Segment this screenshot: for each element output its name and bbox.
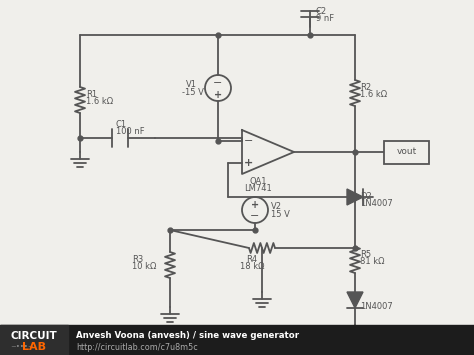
Text: vout: vout [397,147,417,157]
Text: 15 V: 15 V [271,210,290,219]
Polygon shape [347,292,363,308]
Text: D2: D2 [360,192,372,201]
Text: +: + [245,158,254,168]
Text: 1N4007: 1N4007 [360,302,393,311]
Text: C2: C2 [316,7,327,16]
Text: 100 nF: 100 nF [116,127,145,136]
Text: V2: V2 [271,202,282,211]
Text: −: − [213,78,223,88]
Text: LAB: LAB [22,342,46,352]
Text: 1N4007: 1N4007 [360,199,393,208]
Text: V1: V1 [186,80,197,89]
Text: −: − [244,136,254,146]
Text: 9 nF: 9 nF [316,14,334,23]
Text: CIRCUIT: CIRCUIT [10,331,57,341]
Text: 1.6 kΩ: 1.6 kΩ [86,97,113,106]
Text: -15 V: -15 V [182,88,204,97]
Text: +: + [214,89,222,99]
Text: 1.6 kΩ: 1.6 kΩ [360,90,387,99]
Text: 81 kΩ: 81 kΩ [360,257,384,266]
FancyBboxPatch shape [384,141,429,164]
Text: 10 kΩ: 10 kΩ [132,262,156,271]
Text: R3: R3 [132,255,143,264]
Text: OA1: OA1 [249,177,267,186]
Text: −: − [250,212,260,222]
Text: 18 kΩ: 18 kΩ [240,262,264,271]
Text: R1: R1 [86,90,97,99]
Text: R5: R5 [360,250,371,259]
Text: R2: R2 [360,83,371,92]
Text: R4: R4 [246,255,257,264]
Polygon shape [347,189,363,205]
Bar [0,325,474,355]
Text: Anvesh Voona (anvesh) / sine wave generator: Anvesh Voona (anvesh) / sine wave genera… [76,332,299,340]
Text: http://circuitlab.com/c7u8m5c: http://circuitlab.com/c7u8m5c [76,343,198,351]
Text: ~•••~: ~•••~ [10,344,34,350]
Text: +: + [251,200,259,210]
Bar [0,325,68,355]
Text: LM741: LM741 [244,184,272,193]
Text: C1: C1 [116,120,127,129]
